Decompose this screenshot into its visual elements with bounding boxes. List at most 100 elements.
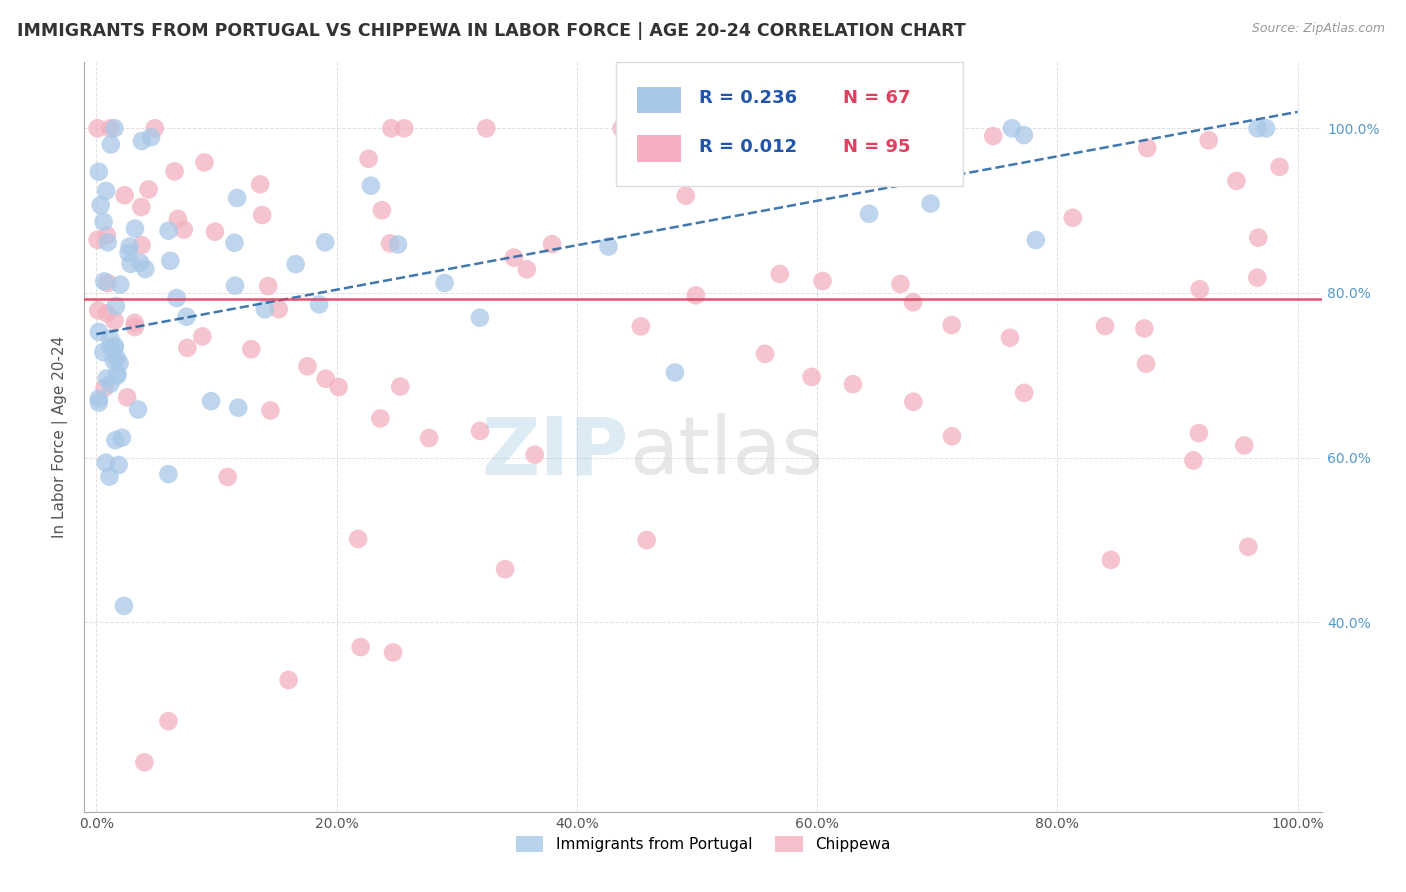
Point bbox=[387, 237, 409, 252]
Point bbox=[468, 424, 491, 438]
Point bbox=[96, 306, 118, 320]
Point bbox=[389, 379, 412, 393]
Point bbox=[541, 237, 564, 252]
Point bbox=[103, 353, 125, 368]
Point bbox=[350, 640, 373, 654]
Point bbox=[217, 470, 239, 484]
Point bbox=[90, 198, 112, 212]
Point bbox=[1133, 321, 1156, 335]
Point bbox=[139, 130, 162, 145]
Text: Source: ZipAtlas.com: Source: ZipAtlas.com bbox=[1251, 22, 1385, 36]
Point bbox=[1062, 211, 1084, 225]
Point bbox=[94, 456, 117, 470]
Point bbox=[159, 253, 181, 268]
Point bbox=[97, 276, 120, 290]
Point bbox=[94, 184, 117, 198]
Point bbox=[630, 319, 652, 334]
Point bbox=[297, 359, 319, 374]
Point bbox=[1188, 282, 1211, 296]
Point bbox=[91, 345, 114, 359]
Point bbox=[134, 756, 156, 770]
Point bbox=[204, 225, 226, 239]
Point bbox=[941, 318, 963, 332]
Point bbox=[131, 238, 153, 252]
Point bbox=[103, 313, 125, 327]
Point bbox=[920, 196, 942, 211]
Point bbox=[873, 121, 896, 136]
FancyBboxPatch shape bbox=[637, 87, 681, 113]
Point bbox=[93, 215, 115, 229]
Point bbox=[111, 431, 134, 445]
Point bbox=[314, 235, 336, 250]
Point bbox=[138, 182, 160, 196]
Point bbox=[110, 277, 132, 292]
Point bbox=[494, 562, 516, 576]
Point bbox=[347, 532, 370, 546]
Point bbox=[1135, 357, 1157, 371]
Point bbox=[191, 329, 214, 343]
Point bbox=[380, 121, 402, 136]
Point bbox=[1225, 174, 1247, 188]
Point bbox=[1188, 426, 1211, 441]
Point bbox=[842, 377, 865, 392]
Point bbox=[104, 434, 127, 448]
Point bbox=[685, 288, 707, 302]
Point bbox=[114, 188, 136, 202]
Point bbox=[257, 279, 280, 293]
Point bbox=[1268, 160, 1291, 174]
Point bbox=[105, 367, 128, 381]
Point bbox=[143, 121, 166, 136]
Point bbox=[636, 533, 658, 547]
Point bbox=[315, 372, 337, 386]
Point bbox=[166, 291, 188, 305]
Point bbox=[475, 121, 498, 136]
Point bbox=[328, 380, 350, 394]
Point bbox=[103, 121, 125, 136]
Point bbox=[120, 257, 142, 271]
Point bbox=[86, 233, 108, 247]
Point bbox=[468, 310, 491, 325]
Point bbox=[100, 121, 122, 136]
Point bbox=[1233, 438, 1256, 452]
Point bbox=[200, 394, 222, 409]
Point bbox=[107, 458, 129, 472]
Point bbox=[86, 121, 108, 136]
Point bbox=[903, 394, 925, 409]
Point bbox=[308, 297, 330, 311]
Point bbox=[108, 356, 131, 370]
Point bbox=[157, 224, 180, 238]
Point bbox=[921, 170, 943, 185]
Point bbox=[1246, 270, 1268, 285]
FancyBboxPatch shape bbox=[616, 62, 963, 186]
Point bbox=[93, 381, 115, 395]
Point bbox=[901, 295, 924, 310]
Point bbox=[134, 262, 156, 277]
Point bbox=[382, 645, 405, 659]
Point bbox=[1012, 128, 1035, 142]
Point bbox=[173, 222, 195, 236]
Point bbox=[105, 368, 128, 383]
Point bbox=[941, 429, 963, 443]
Point bbox=[889, 277, 911, 291]
Point bbox=[105, 351, 128, 365]
Point bbox=[769, 267, 792, 281]
Point bbox=[1254, 121, 1277, 136]
Point bbox=[226, 191, 249, 205]
Point bbox=[124, 316, 146, 330]
Point bbox=[433, 276, 456, 290]
Point bbox=[284, 257, 307, 271]
Point bbox=[224, 278, 246, 293]
Point bbox=[250, 208, 273, 222]
Point bbox=[1246, 121, 1268, 136]
Point bbox=[93, 274, 115, 288]
Point bbox=[87, 325, 110, 339]
Point bbox=[124, 320, 146, 334]
Point bbox=[598, 239, 620, 253]
Point bbox=[800, 370, 823, 384]
Point bbox=[98, 469, 121, 483]
Point bbox=[226, 401, 249, 415]
Text: IMMIGRANTS FROM PORTUGAL VS CHIPPEWA IN LABOR FORCE | AGE 20-24 CORRELATION CHAR: IMMIGRANTS FROM PORTUGAL VS CHIPPEWA IN … bbox=[17, 22, 966, 40]
Point bbox=[157, 467, 180, 482]
Point bbox=[131, 134, 153, 148]
Point bbox=[516, 262, 538, 277]
